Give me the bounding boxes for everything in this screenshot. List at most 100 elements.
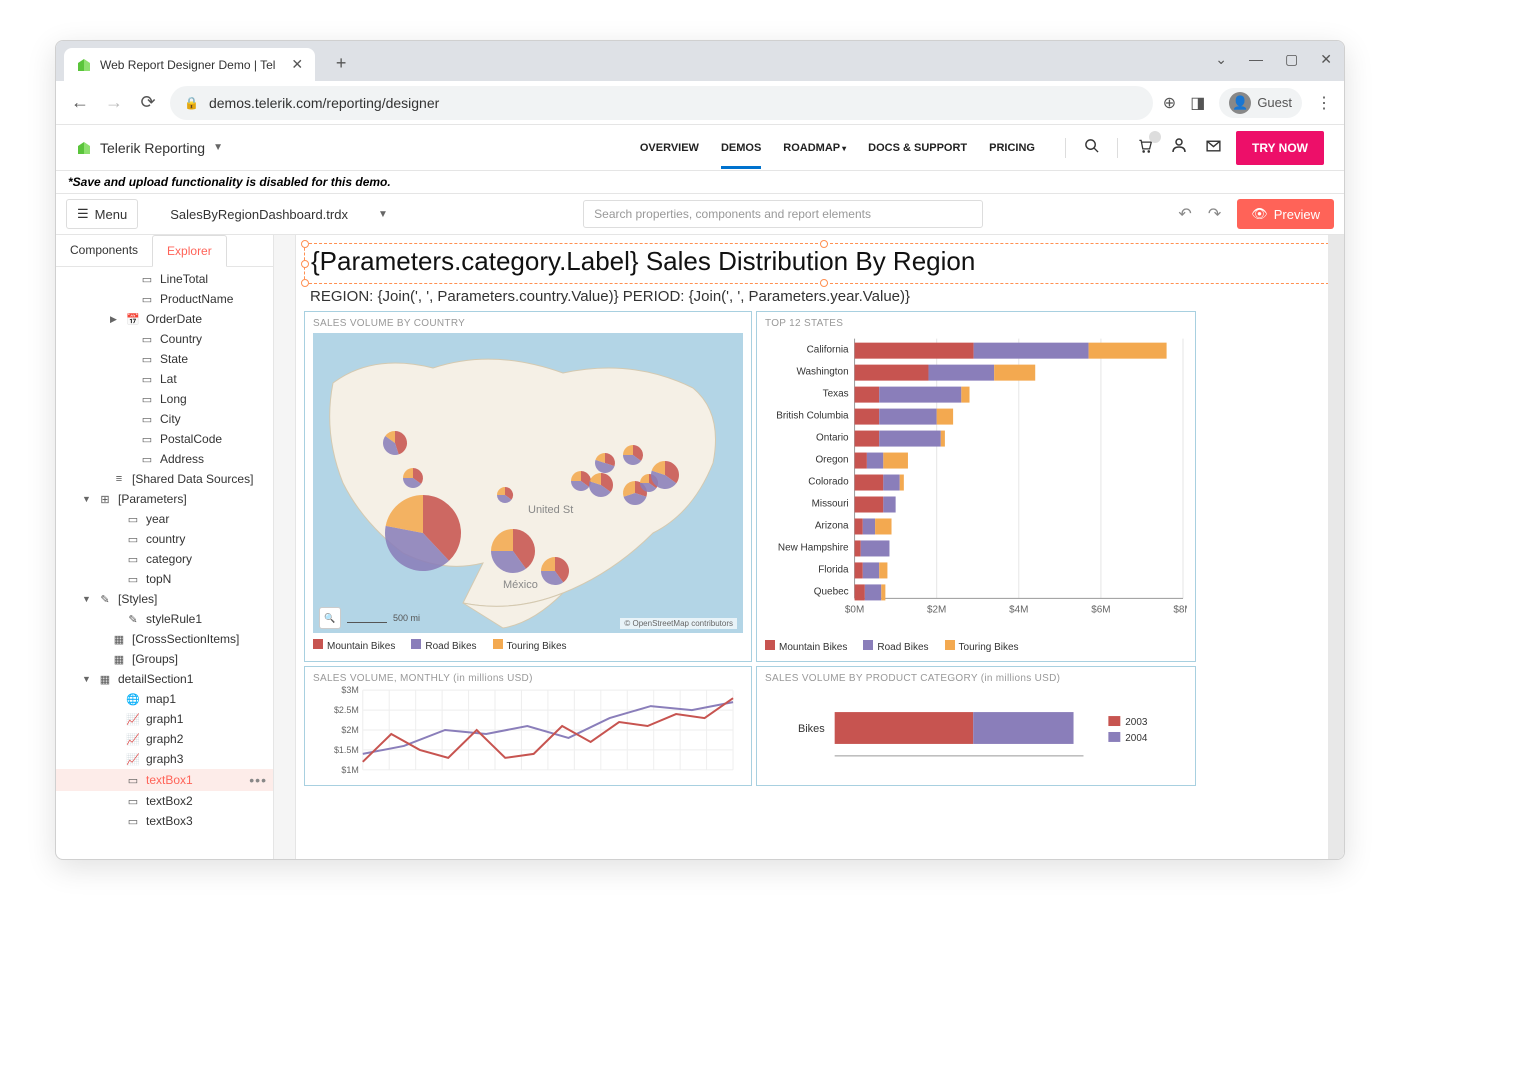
- tree-item[interactable]: 📈graph1: [56, 709, 273, 729]
- nav-docssupport[interactable]: DOCS & SUPPORT: [868, 128, 967, 168]
- tab-explorer[interactable]: Explorer: [152, 235, 227, 267]
- title-textbox-selection[interactable]: {Parameters.category.Label} Sales Distri…: [304, 243, 1344, 284]
- redo-icon[interactable]: ↷: [1208, 204, 1221, 224]
- user-icon[interactable]: [1171, 137, 1187, 158]
- tree-item[interactable]: ▭City: [56, 409, 273, 429]
- legend-item: Road Bikes: [863, 640, 928, 653]
- browser-window: Web Report Designer Demo | Tel ✕ + ⌄ — ▢…: [55, 40, 1345, 860]
- p-icon: ▭: [126, 512, 140, 526]
- svg-text:$8M: $8M: [1173, 604, 1187, 615]
- preview-button[interactable]: 👁 Preview: [1237, 199, 1334, 229]
- svg-text:Quebec: Quebec: [814, 587, 849, 598]
- tree-item[interactable]: ▭PostalCode: [56, 429, 273, 449]
- minimize-icon[interactable]: —: [1249, 51, 1263, 68]
- tree-item[interactable]: ▭country: [56, 529, 273, 549]
- tree-label: category: [146, 552, 192, 566]
- svg-text:California: California: [807, 345, 849, 356]
- abc-icon: ▭: [140, 272, 154, 286]
- cart-icon[interactable]: [1136, 137, 1153, 159]
- zoom-tool-icon[interactable]: 🔍: [319, 607, 341, 629]
- nav-overview[interactable]: OVERVIEW: [640, 128, 699, 168]
- tree-label: graph2: [146, 732, 183, 746]
- profile-label: Guest: [1257, 95, 1292, 110]
- file-caret-icon[interactable]: ▼: [378, 209, 388, 220]
- map-mexico-label: México: [503, 579, 538, 591]
- tree-item[interactable]: 📈graph3: [56, 749, 273, 769]
- explorer-panel: Components Explorer ▭LineTotal▭ProductNa…: [56, 235, 274, 859]
- kebab-menu-icon[interactable]: ⋮: [1316, 93, 1332, 113]
- brand[interactable]: Telerik Reporting ▼: [76, 140, 223, 156]
- chart-icon: 📈: [126, 712, 140, 726]
- tree-item[interactable]: ▭LineTotal: [56, 269, 273, 289]
- lock-icon: 🔒: [184, 96, 199, 110]
- nav-links: OVERVIEW DEMOS ROADMAP▾ DOCS & SUPPORT PRICI…: [640, 128, 1035, 168]
- tree-item[interactable]: ▭year: [56, 509, 273, 529]
- undo-icon[interactable]: ↶: [1178, 204, 1191, 224]
- tree-item[interactable]: ▭Lat: [56, 369, 273, 389]
- more-icon[interactable]: •••: [249, 772, 267, 788]
- tree-item[interactable]: ▶📅OrderDate: [56, 309, 273, 329]
- nav-roadmap[interactable]: ROADMAP▾: [783, 128, 846, 168]
- search-icon[interactable]: [1084, 138, 1099, 158]
- menu-button[interactable]: ☰ Menu: [66, 199, 138, 229]
- cart-badge: [1149, 131, 1161, 143]
- back-button[interactable]: ←: [68, 91, 92, 115]
- url-input[interactable]: 🔒 demos.telerik.com/reporting/designer: [170, 86, 1153, 120]
- tree-item[interactable]: ▭Address: [56, 449, 273, 469]
- tree-item[interactable]: ▦[Groups]: [56, 649, 273, 669]
- report-title: {Parameters.category.Label} Sales Distri…: [311, 246, 1337, 277]
- browser-tab[interactable]: Web Report Designer Demo | Tel ✕: [64, 48, 315, 81]
- tree-item[interactable]: ▭textBox2: [56, 791, 273, 811]
- tree-label: Lat: [160, 372, 177, 386]
- mail-icon[interactable]: [1205, 137, 1222, 159]
- site-header: Telerik Reporting ▼ OVERVIEW DEMOS ROADMAP…: [56, 125, 1344, 171]
- forward-button[interactable]: →: [102, 91, 126, 115]
- tree-item[interactable]: 🌐map1: [56, 689, 273, 709]
- svg-text:Florida: Florida: [818, 565, 849, 576]
- zoom-icon[interactable]: ⊕: [1163, 93, 1176, 113]
- tree-item[interactable]: ▭textBox1•••: [56, 769, 273, 791]
- tree-item[interactable]: ▼✎[Styles]: [56, 589, 273, 609]
- file-name[interactable]: SalesByRegionDashboard.trdx: [170, 207, 348, 222]
- tree-item[interactable]: ▭topN: [56, 569, 273, 589]
- tree-item[interactable]: ▭Long: [56, 389, 273, 409]
- tab-components[interactable]: Components: [56, 235, 152, 266]
- tree-item[interactable]: ≡[Shared Data Sources]: [56, 469, 273, 489]
- legend-item: Road Bikes: [411, 639, 476, 652]
- tree-item[interactable]: ✎styleRule1: [56, 609, 273, 629]
- tree-item[interactable]: ▭ProductName: [56, 289, 273, 309]
- map-us-label: United St: [528, 504, 573, 516]
- svg-text:Ontario: Ontario: [816, 433, 849, 444]
- nav-demos[interactable]: DEMOS: [721, 128, 761, 168]
- tree-item[interactable]: ▭Country: [56, 329, 273, 349]
- try-now-button[interactable]: TRY NOW: [1236, 131, 1324, 165]
- search-input[interactable]: Search properties, components and report…: [583, 200, 983, 228]
- close-window-icon[interactable]: ✕: [1320, 51, 1332, 68]
- profile-button[interactable]: 👤 Guest: [1219, 88, 1302, 118]
- new-tab-button[interactable]: +: [327, 49, 355, 77]
- chevron-down-icon[interactable]: ⌄: [1215, 51, 1227, 68]
- design-canvas[interactable]: {Parameters.category.Label} Sales Distri…: [296, 235, 1344, 859]
- map-scale: 500 mi: [393, 613, 420, 623]
- tree-item[interactable]: ▭category: [56, 549, 273, 569]
- panel-tabs: Components Explorer: [56, 235, 273, 267]
- vertical-scrollbar[interactable]: [1328, 235, 1344, 859]
- tree-view[interactable]: ▭LineTotal▭ProductName▶📅OrderDate▭Countr…: [56, 267, 273, 859]
- reload-button[interactable]: ⟳: [136, 91, 160, 115]
- tree-item[interactable]: ▼▦detailSection1: [56, 669, 273, 689]
- maximize-icon[interactable]: ▢: [1285, 51, 1298, 68]
- menu-label: Menu: [95, 207, 128, 222]
- nav-pricing[interactable]: PRICING: [989, 128, 1035, 168]
- panel-icon[interactable]: ◨: [1190, 93, 1205, 113]
- tree-item[interactable]: ▦[CrossSectionItems]: [56, 629, 273, 649]
- tree-label: [Parameters]: [118, 492, 187, 506]
- tree-item[interactable]: ▼⊞[Parameters]: [56, 489, 273, 509]
- states-legend: Mountain BikesRoad BikesTouring Bikes: [765, 640, 1187, 653]
- addr-bar-right: ⊕ ◨ 👤 Guest ⋮: [1163, 88, 1332, 118]
- tree-item[interactable]: ▭textBox3: [56, 811, 273, 831]
- tab-close-icon[interactable]: ✕: [291, 56, 303, 73]
- tree-item[interactable]: 📈graph2: [56, 729, 273, 749]
- globe-icon: 🌐: [126, 692, 140, 706]
- tree-item[interactable]: ▭State: [56, 349, 273, 369]
- demo-note: *Save and upload functionality is disabl…: [56, 171, 1344, 193]
